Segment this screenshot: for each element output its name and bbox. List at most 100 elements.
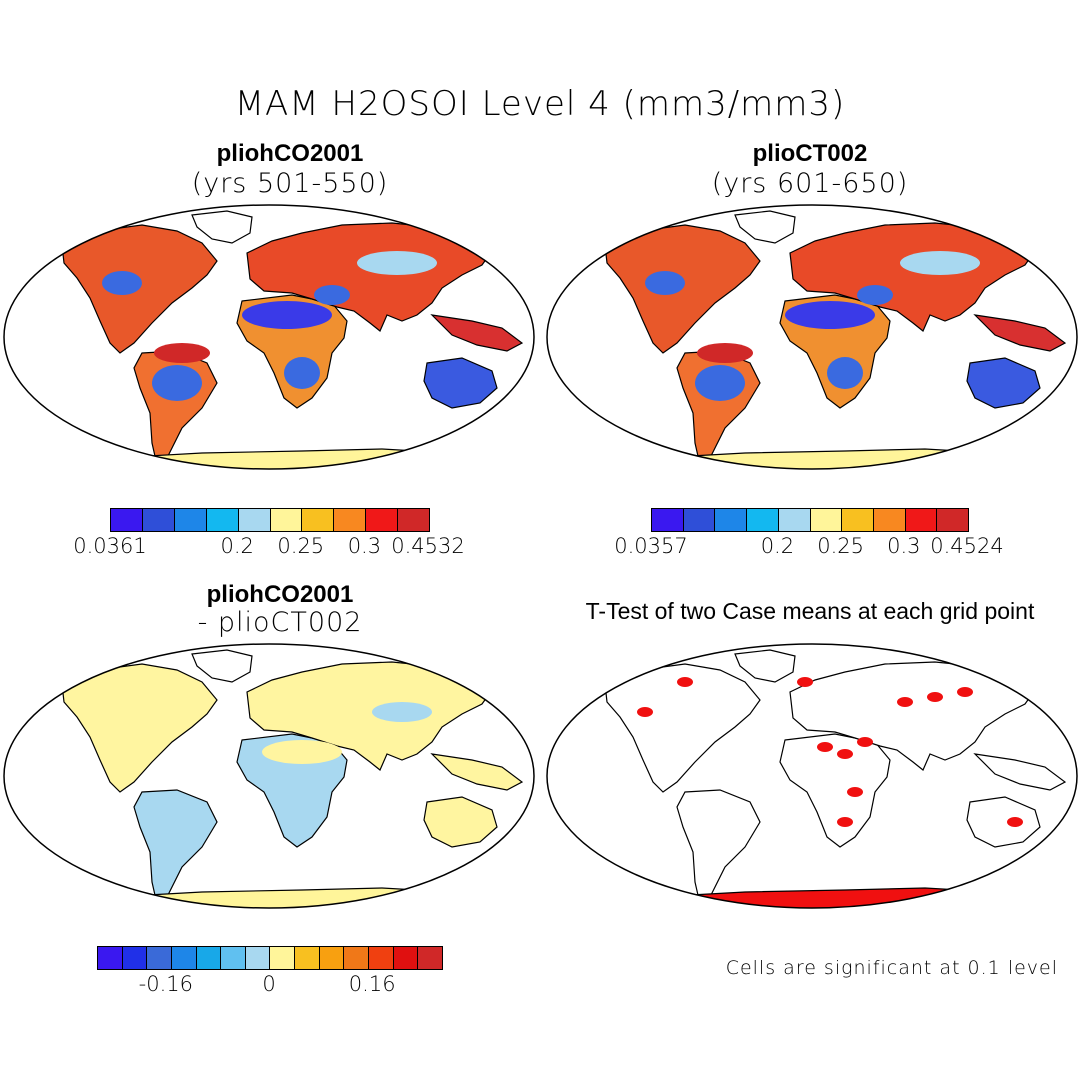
significant-cell — [837, 817, 853, 827]
landmass-group — [61, 210, 524, 469]
colorbar-tick-label: 0.4524 — [930, 534, 1004, 558]
landmass-group — [604, 210, 1067, 469]
colorbar-swatch — [122, 947, 148, 969]
colorbar-swatch — [369, 947, 394, 969]
continent-eurasia — [789, 661, 1036, 771]
colorbar-panel3-labels: -0.16 0 0.16 — [97, 972, 441, 996]
colorbar-swatch — [715, 509, 748, 531]
significant-cell — [797, 677, 813, 687]
continent-namerica — [604, 663, 761, 793]
panel1-subtitle: (yrs 501-550) — [191, 168, 389, 199]
map-outline — [3, 643, 535, 909]
colorbar-swatch — [747, 509, 779, 531]
continent-seasia — [430, 753, 524, 791]
colorbar-panel3 — [97, 946, 443, 970]
colorbar-tick-label: 0.25 — [277, 534, 325, 558]
colorbar-swatch — [147, 947, 172, 969]
colorbar-swatch — [418, 947, 442, 969]
colorbar-panel2-labels: 0.0357 0.2 0.25 0.3 0.4524 — [614, 534, 1003, 558]
mid-region — [357, 251, 437, 275]
colorbar-swatch — [873, 509, 906, 531]
colorbar-swatch — [778, 509, 811, 531]
colorbar-tick-label: 0.0357 — [614, 534, 688, 558]
significant-cell — [1007, 817, 1023, 827]
map-panel3 — [3, 643, 535, 909]
significant-cell — [927, 692, 943, 702]
continent-australia — [423, 796, 498, 848]
colorbar-swatch — [810, 509, 843, 531]
continent-eurasia — [246, 661, 493, 771]
dry-region — [314, 285, 350, 305]
significant-cell — [677, 677, 693, 687]
diff-region — [262, 740, 342, 764]
map-outline — [546, 643, 1078, 909]
map-outline — [546, 204, 1078, 470]
continent-africa — [779, 733, 891, 848]
colorbar-swatch — [366, 509, 399, 531]
colorbar-tick-label: 0.2 — [760, 534, 795, 558]
significant-cell — [847, 787, 863, 797]
colorbar-panel2 — [651, 508, 969, 532]
colorbar-swatch — [171, 947, 197, 969]
colorbar-swatch — [302, 509, 335, 531]
colorbar-panel1 — [110, 508, 430, 532]
continent-greenland — [191, 649, 253, 683]
colorbar-swatch — [905, 509, 938, 531]
dry-region — [152, 365, 202, 401]
colorbar-swatch — [196, 947, 222, 969]
panel4-title: T-Test of two Case means at each grid po… — [585, 598, 1035, 624]
colorbar-swatch — [652, 509, 684, 531]
continent-greenland — [734, 649, 796, 683]
colorbar-swatch — [937, 509, 969, 531]
significant-cell — [957, 687, 973, 697]
dry-region — [102, 271, 142, 295]
panel3-subtitle: - plioCT002 — [197, 607, 363, 638]
dry-region — [857, 285, 893, 305]
dry-region — [827, 357, 863, 389]
continent-australia — [966, 796, 1041, 848]
dry-region — [785, 301, 875, 329]
significant-cell — [637, 707, 653, 717]
significance-note: Cells are significant at 0.1 level — [725, 957, 1058, 979]
continent-seasia — [973, 753, 1067, 791]
map-panel1 — [3, 204, 535, 470]
continent-namerica — [604, 224, 761, 354]
colorbar-swatch — [334, 509, 367, 531]
dry-region — [284, 357, 320, 389]
figure-title: MAM H2OSOI Level 4 (mm3/mm3) — [234, 84, 846, 124]
panel2-title: plioCT002 — [752, 140, 868, 167]
map-outline — [3, 204, 535, 470]
continent-seasia — [430, 314, 524, 352]
colorbar-tick-label: 0.25 — [817, 534, 864, 558]
colorbar-swatch — [221, 947, 246, 969]
panel3-title: pliohCO2001 — [206, 581, 354, 608]
diff-region — [372, 702, 432, 722]
wet-region — [697, 343, 753, 363]
colorbar-swatch — [683, 509, 716, 531]
continent-australia — [423, 357, 498, 409]
continent-greenland — [191, 210, 253, 244]
map-panel2 — [546, 204, 1078, 470]
panel2-subtitle: (yrs 601-650) — [711, 168, 909, 199]
colorbar-tick-label: 0.2 — [220, 534, 254, 558]
continent-greenland — [734, 210, 796, 244]
colorbar-swatch — [206, 509, 239, 531]
significant-cell — [837, 749, 853, 759]
dry-region — [695, 365, 745, 401]
colorbar-tick-label: 0.3 — [887, 534, 921, 558]
colorbar-tick-label: 0 — [262, 972, 276, 996]
colorbar-panel1-labels: 0.0361 0.2 0.25 0.3 0.4532 — [73, 534, 464, 558]
colorbar-swatch — [111, 509, 143, 531]
mid-region — [900, 251, 980, 275]
dry-region — [645, 271, 685, 295]
colorbar-swatch — [245, 947, 271, 969]
colorbar-tick-label: 0.3 — [347, 534, 382, 558]
continent-australia — [966, 357, 1041, 409]
colorbar-swatch — [319, 947, 345, 969]
colorbar-tick-label: 0.0361 — [73, 534, 147, 558]
map-panel4 — [546, 643, 1078, 909]
panel1-title: pliohCO2001 — [216, 140, 364, 167]
colorbar-swatch — [270, 947, 296, 969]
continent-namerica — [61, 663, 218, 793]
colorbar-swatch — [295, 947, 320, 969]
